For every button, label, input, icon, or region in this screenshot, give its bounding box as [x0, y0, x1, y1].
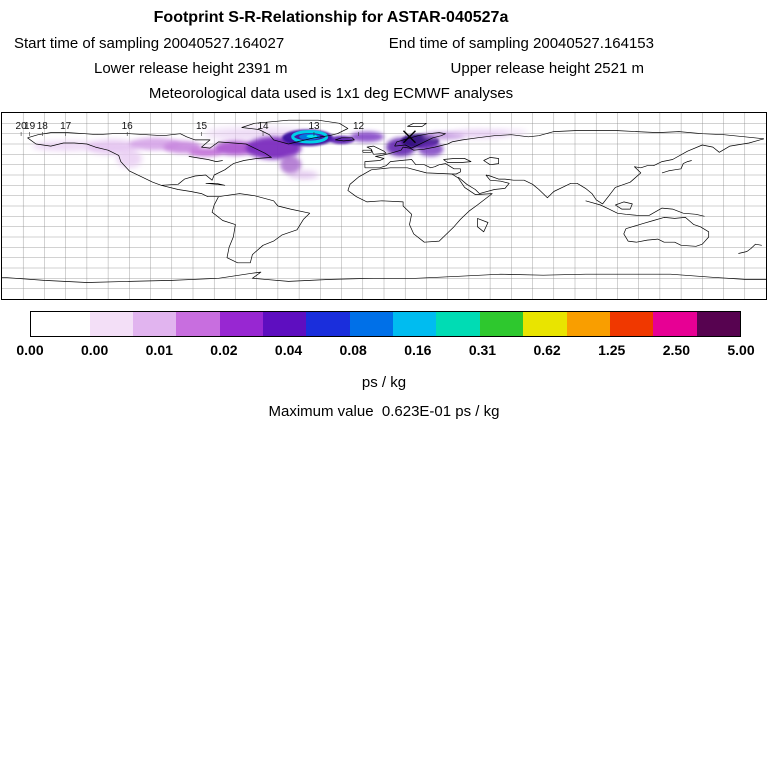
hour-label-15: 15	[196, 121, 208, 132]
hour-label-19: 19	[24, 121, 36, 132]
release-heights-line: Lower release height 2391 m Upper releas…	[0, 60, 662, 77]
met-data-text: Meteorological data used is 1x1 deg ECMW…	[148, 85, 514, 102]
colorbar-cell-8	[393, 312, 437, 336]
colorbar-tick-label-5: 0.08	[339, 342, 367, 358]
colorbar-tick-label-2: 0.01	[145, 342, 173, 358]
hour-label-12: 12	[353, 121, 365, 132]
colorbar-tick-label-1: 0.00	[81, 342, 109, 358]
colorbar-cell-10	[479, 312, 524, 336]
hour-label-17: 17	[60, 121, 72, 132]
colorbar-cell-13	[609, 312, 654, 336]
colorbar-cell-7	[349, 312, 394, 336]
met-data-line: Meteorological data used is 1x1 deg ECMW…	[0, 85, 662, 102]
colorbar-cell-9	[436, 312, 480, 336]
lower-release-text: Lower release height 2391 m	[94, 60, 288, 77]
colorbar-tick-label-4: 0.04	[274, 342, 303, 358]
colorbar-tick-label-3: 0.02	[210, 342, 238, 358]
colorbar-tick-label-10: 2.50	[662, 342, 690, 358]
colorbar-cell-6	[306, 312, 350, 336]
colorbar-cell-1	[89, 312, 133, 336]
colorbar-cell-12	[566, 312, 610, 336]
colorbar-units-label: ps / kg	[361, 374, 407, 391]
colorbar-cell-14	[653, 312, 697, 336]
footprint-plume	[31, 127, 529, 180]
hour-label-18: 18	[37, 121, 49, 132]
colorbar-cell-4	[219, 312, 263, 336]
figure-header: Footprint S-R-Relationship for ASTAR-040…	[0, 0, 662, 102]
colorbar-cell-15	[696, 312, 740, 336]
hour-label-13: 13	[308, 121, 320, 132]
colorbar-tick-label-8: 0.62	[533, 342, 561, 358]
maximum-value-label: Maximum value 0.623E-01 ps / kg	[268, 403, 500, 420]
upper-release-text: Upper release height 2521 m	[450, 60, 644, 77]
colorbar-cell-0	[31, 312, 90, 336]
sampling-times-line: Start time of sampling 20040527.164027 E…	[0, 35, 662, 52]
colorbar-tick-label-0: 0.00	[16, 342, 44, 358]
colorbar-tick-label-11: 5.00	[727, 342, 755, 358]
colorbar	[30, 311, 741, 337]
end-time-text: End time of sampling 20040527.164153	[388, 35, 654, 52]
colorbar-cell-11	[523, 312, 567, 336]
colorbar-tick-label-6: 0.16	[404, 342, 432, 358]
release-location-x-marker	[402, 130, 416, 144]
colorbar-cell-3	[176, 312, 220, 336]
colorbar-tick-labels: 0.00 0.00 0.01 0.02 0.04 0.08 0.16 0.31 0.62 1.25…	[16, 342, 754, 360]
coastlines	[2, 119, 766, 283]
colorbar-cell-5	[262, 312, 307, 336]
hour-label-20: 20	[16, 121, 28, 132]
colorbar-tick-label-9: 1.25	[598, 342, 626, 358]
hour-label-14: 14	[257, 121, 269, 132]
colorbar-cell-2	[132, 312, 177, 336]
colorbar-tick-label-7: 0.31	[468, 342, 497, 358]
map-frame: 20 19 18 17 16 15 14 13 12	[1, 112, 767, 300]
figure-title: Footprint S-R-Relationship for ASTAR-040…	[153, 9, 509, 26]
start-time-text: Start time of sampling 20040527.164027	[14, 35, 285, 52]
hour-label-16: 16	[122, 121, 134, 132]
